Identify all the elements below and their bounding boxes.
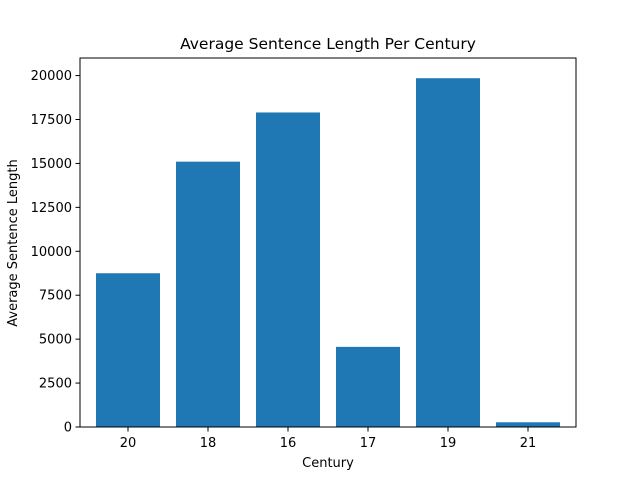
x-tick-label: 18 <box>200 436 217 451</box>
bar-21 <box>496 422 560 427</box>
bars-group <box>96 78 560 428</box>
y-tick-label: 20000 <box>31 69 72 84</box>
bar-16 <box>256 112 320 427</box>
plot-area-frame <box>79 57 577 428</box>
chart-title: Average Sentence Length Per Century <box>180 35 476 53</box>
bar-19 <box>416 78 480 428</box>
y-tick-label: 7500 <box>39 289 72 304</box>
bar-17 <box>336 346 400 427</box>
y-tick-label: 12500 <box>31 201 72 216</box>
y-axis: 0 2500 5000 7500 10000 12500 15000 17500 20000 <box>31 69 80 436</box>
x-tick-label: 19 <box>440 436 457 451</box>
x-tick-label: 21 <box>520 436 537 451</box>
bar-18 <box>176 161 240 428</box>
x-tick-label: 20 <box>120 436 137 451</box>
x-axis-label: Century <box>302 456 354 471</box>
y-tick-label: 2500 <box>39 377 72 392</box>
y-tick-label: 15000 <box>31 157 72 172</box>
x-axis: 20 18 16 17 19 21 <box>120 427 537 451</box>
bar-20 <box>96 273 160 427</box>
y-tick-label: 10000 <box>31 245 72 260</box>
y-tick-label: 17500 <box>31 113 72 128</box>
x-tick-label: 16 <box>280 436 297 451</box>
y-tick-label: 5000 <box>39 333 72 348</box>
y-tick-label: 0 <box>64 421 72 436</box>
x-tick-label: 17 <box>360 436 377 451</box>
y-axis-label: Average Sentence Length <box>6 159 21 326</box>
